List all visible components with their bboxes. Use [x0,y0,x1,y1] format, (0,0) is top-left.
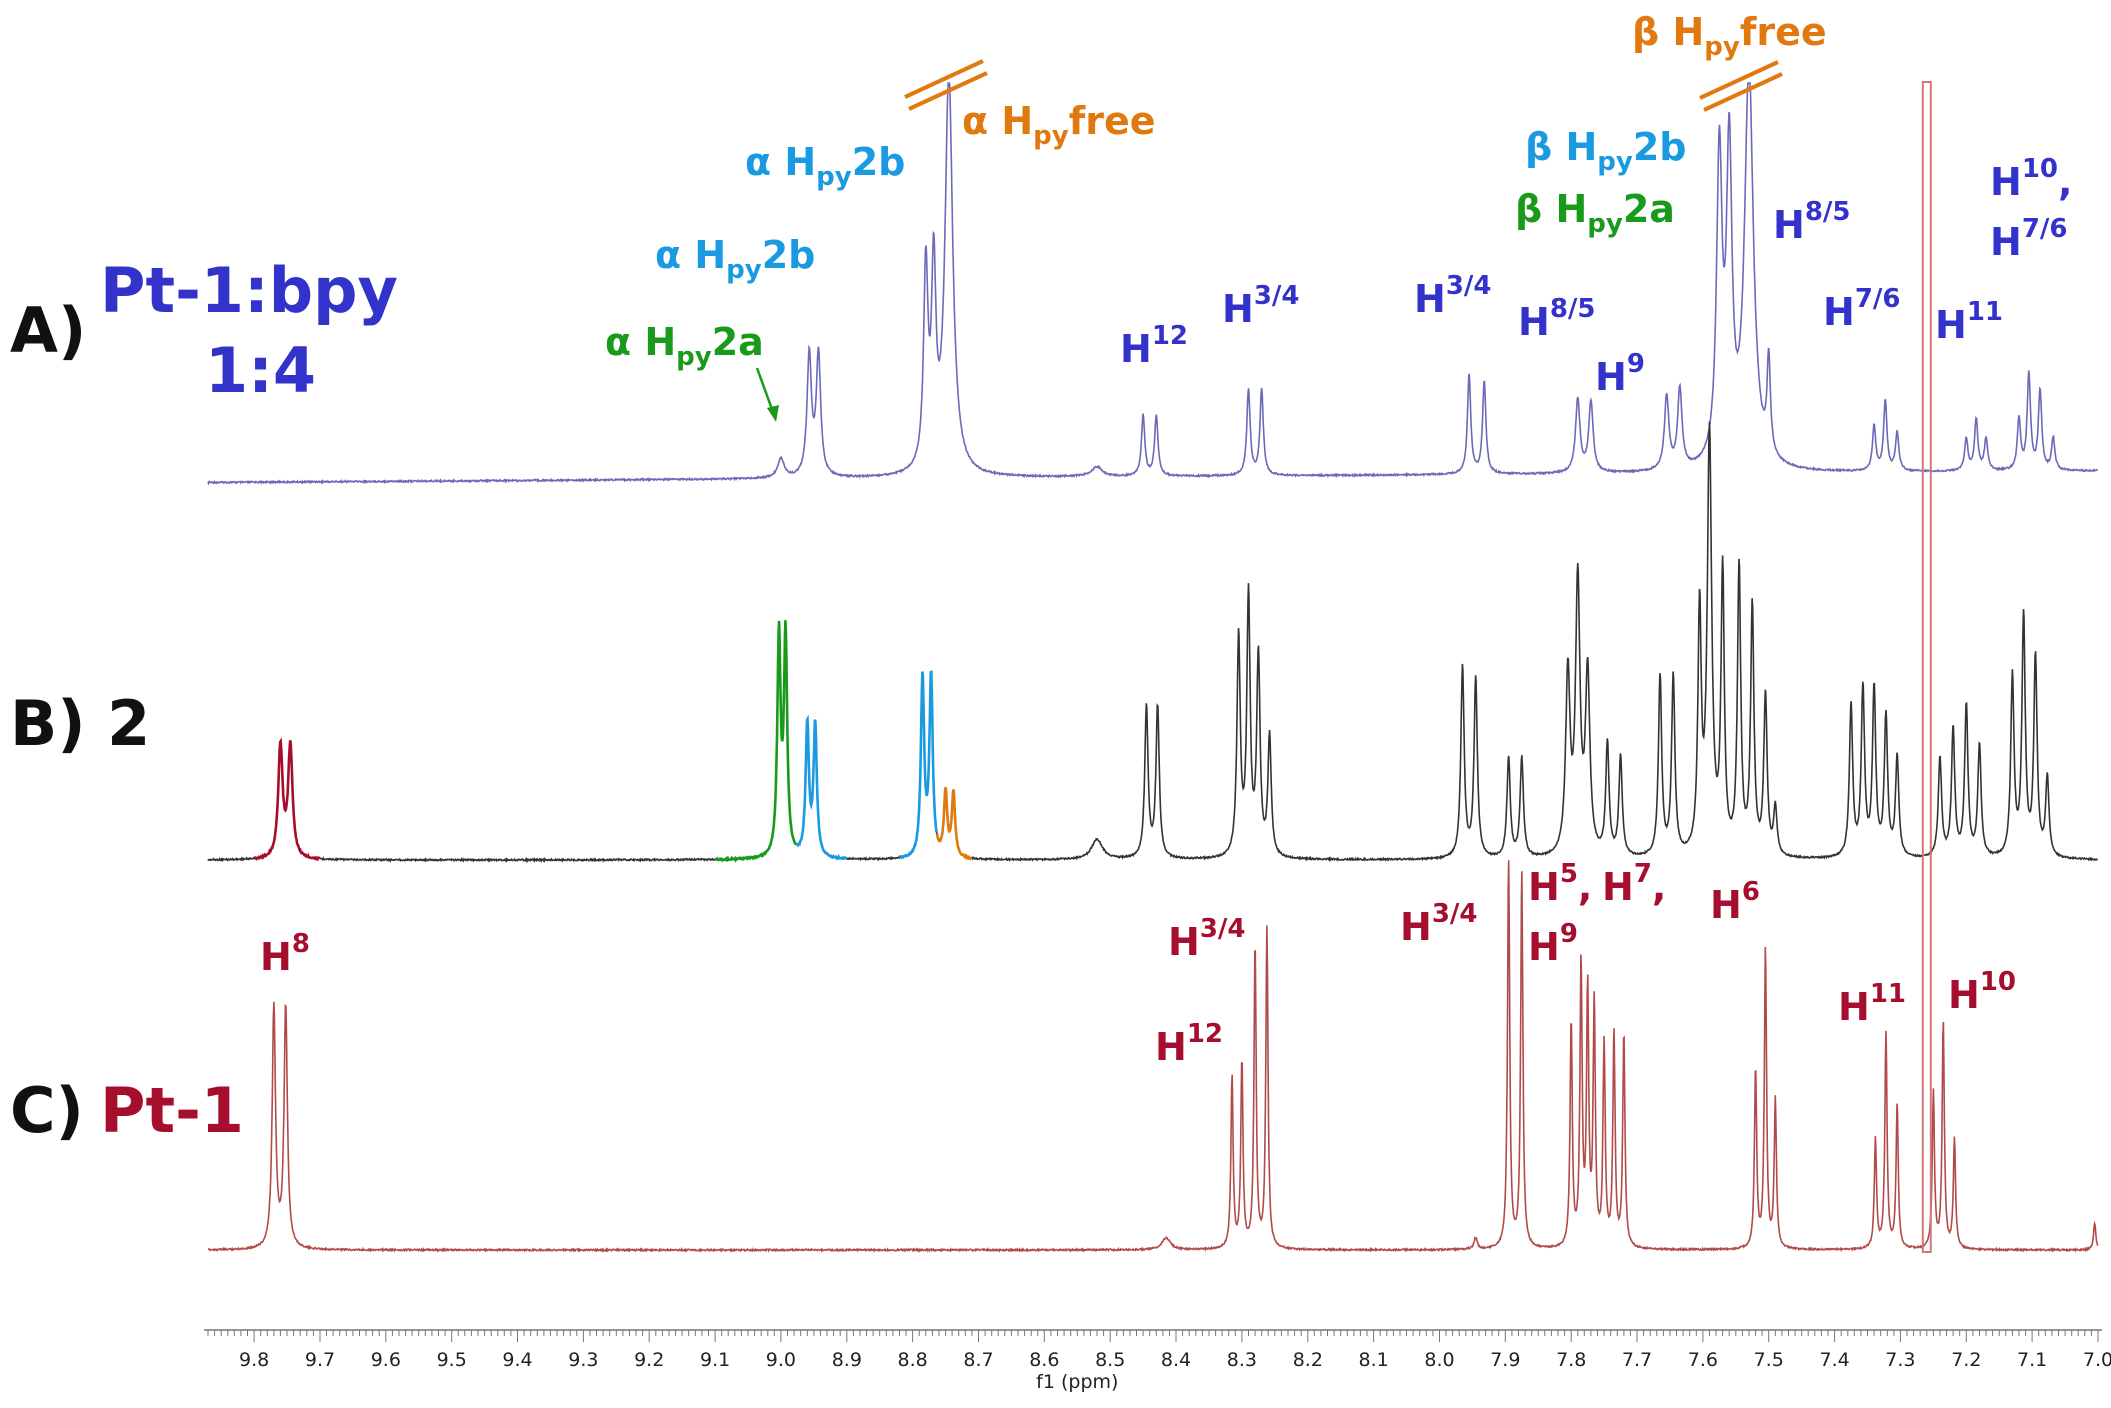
x-tick-label: 9.3 [568,1349,598,1371]
annot-beta-hpy2a: β Hpy2a [1515,187,1675,239]
x-tick-label: 9.0 [766,1349,796,1371]
annot-alpha-hpy2b-upper: α Hpy2b [745,140,905,192]
x-axis-title: f1 (ppm) [1036,1371,1118,1393]
x-tick-label: 8.0 [1424,1349,1454,1371]
annot-a-h76-left: H7/6 [1823,284,1901,334]
x-tick-label: 7.1 [2017,1349,2047,1371]
annot-a-h34-left: H3/4 [1222,281,1300,331]
annot-alpha-hpy2b-lower: α Hpy2b [655,233,815,285]
x-tick-label: 9.2 [634,1349,664,1371]
annot-beta-hpy-free: β Hpyfree [1632,10,1827,62]
x-tick-label: 9.5 [437,1349,467,1371]
x-tick-label: 9.4 [502,1349,532,1371]
solvent-peak [1921,81,1932,1253]
x-tick-label: 9.1 [700,1349,730,1371]
annot-c-h7: H7, [1602,859,1666,909]
annot-c-h9: H9 [1528,919,1578,969]
x-tick-label: 7.0 [2083,1349,2111,1371]
x-tick-label: 8.8 [897,1349,927,1371]
x-tick-label: 7.9 [1490,1349,1520,1371]
x-tick-label: 8.1 [1358,1349,1388,1371]
annot-c-h11: H11 [1838,979,1906,1029]
x-tick-label: 8.9 [832,1349,862,1371]
x-tick-label: 8.5 [1095,1349,1125,1371]
annot-c-h5: H5, [1528,859,1592,909]
annot-c-h10: H10 [1948,967,2016,1017]
panel-c-annotations: H8 H3/4 H12 H3/4 H5, H7, H9 H6 H11 H10 [260,859,2016,1069]
spectrum-b-colored-segment-4 [935,786,973,861]
spectra-overlays [1921,81,1932,1253]
x-tick-label: 7.7 [1622,1349,1652,1371]
x-tick-label: 8.4 [1161,1349,1191,1371]
x-tick-label: 9.7 [305,1349,335,1371]
panel-a-name-line2: 1:4 [205,334,316,407]
spectrum-b-trace [207,421,2098,864]
annot-c-h34-right: H3/4 [1400,899,1478,949]
spectrum-a-trace [207,82,2098,486]
spectrum-c-trace [207,860,2099,1253]
spectrum-b-colored-segment-3 [898,670,938,859]
x-tick-label: 8.6 [1029,1349,1059,1371]
alpha-hpy2a-arrow [755,367,779,422]
x-tick-label: 8.7 [963,1349,993,1371]
x-tick-label: 7.6 [1688,1349,1718,1371]
x-tick-label: 9.8 [239,1349,269,1371]
annot-a-h9: H9 [1595,349,1645,399]
spectrum-b-colored-segment-1 [714,620,798,863]
annot-c-h12: H12 [1155,1019,1223,1069]
panel-a-label: A) [10,294,86,367]
break-mark-alpha [904,59,988,111]
annot-c-h8: H8 [260,929,310,979]
annot-beta-hpy2b: β Hpy2b [1525,125,1686,177]
annot-a-h34-right: H3/4 [1414,271,1492,321]
panel-c-name: Pt-1 [100,1074,244,1147]
x-tick-label: 9.6 [371,1349,401,1371]
x-tick-label: 7.3 [1885,1349,1915,1371]
annot-alpha-hpy2a: α Hpy2a [605,320,764,372]
spectra-traces [207,82,2099,1253]
x-tick-label: 7.4 [1819,1349,1849,1371]
x-tick-label: 7.8 [1556,1349,1586,1371]
annot-a-h12: H12 [1120,321,1188,371]
annot-a-h76-right: H7/6 [1990,214,2068,264]
annot-a-h85-left: H8/5 [1518,294,1596,344]
spectrum-b-colored-segment-0 [253,737,320,862]
annot-a-h10: H10, [1990,154,2072,204]
annot-c-h34-left: H3/4 [1168,914,1246,964]
x-tick-label: 7.5 [1754,1349,1784,1371]
panel-a-annotations: α Hpy2b α Hpy2b α Hpy2a α Hpyfree β Hpyf… [605,10,2072,399]
x-tick-label: 8.3 [1227,1349,1257,1371]
annot-alpha-hpy-free: α Hpyfree [962,99,1156,151]
annot-a-h85-right: H8/5 [1773,197,1851,247]
spectrum-b-colored-segment-2 [796,714,848,861]
break-mark-beta [1699,60,1783,112]
x-tick-label: 7.2 [1951,1349,1981,1371]
x-tick-label: 8.2 [1293,1349,1323,1371]
annot-a-h11: H11 [1935,297,2003,347]
panel-a-name-line1: Pt-1:bpy [100,254,398,327]
ppm-axis: 9.8 9.7 9.6 9.5 9.4 9.3 9.2 9.1 9.0 8.9 8.8 8.7 8.6 8… [204,1329,2111,1393]
panel-c-label: C) [10,1074,84,1147]
annot-c-h6: H6 [1710,877,1760,927]
panel-b-label: B) 2 [10,687,150,760]
